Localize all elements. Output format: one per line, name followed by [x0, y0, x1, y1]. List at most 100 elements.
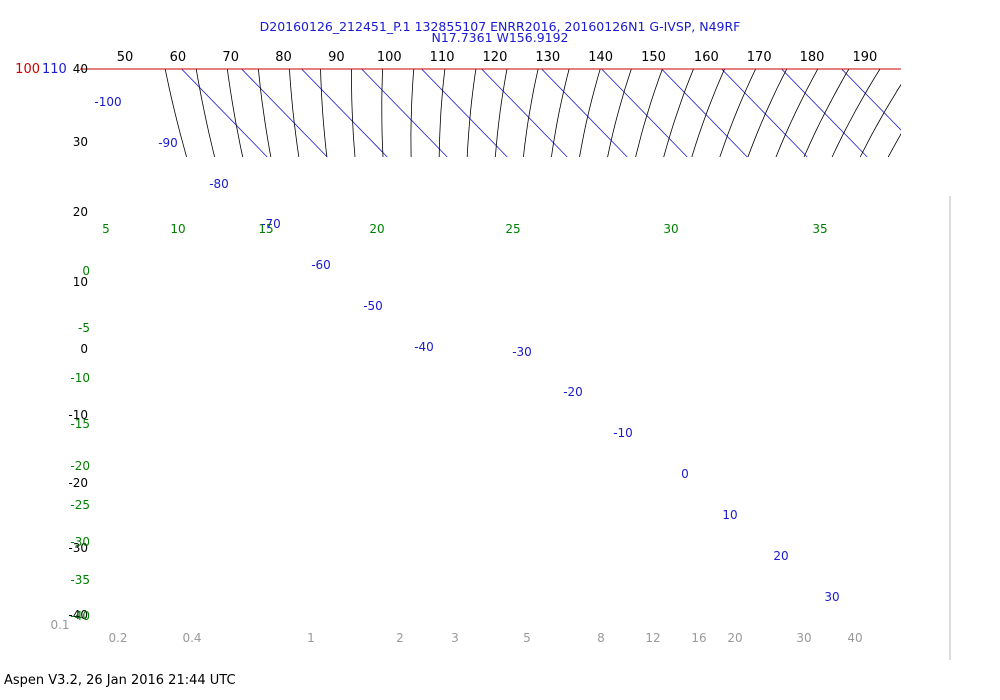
- mixing-ratio-top-label: 20: [369, 222, 384, 236]
- left-black-tick-label: 30: [73, 135, 88, 149]
- mixing-ratio-bottom-label: 16: [691, 631, 706, 645]
- mixing-ratio-bottom-label: 2: [396, 631, 404, 645]
- isotherm-label: 0: [681, 467, 689, 481]
- isotherm-label: -20: [563, 385, 583, 399]
- dry-adiabat-line: [719, 69, 757, 158]
- top-axis-tick-label: 100: [377, 50, 402, 65]
- isotherm-label: -90: [158, 136, 178, 150]
- left-green-tick-label: -30: [70, 535, 90, 549]
- dry-adiabat-line: [466, 69, 477, 158]
- left-green-tick-label: -40: [70, 609, 90, 623]
- mixing-ratio-bottom-label: 0.2: [108, 631, 127, 645]
- isotherm-line: [446, 0, 1000, 157]
- mixing-ratio-bottom-label: 8: [597, 631, 605, 645]
- isotherm-line: [326, 0, 987, 157]
- left-black-tick-label: 10: [73, 275, 88, 289]
- isotherm-line: [241, 69, 328, 158]
- dry-adiabat-line: [831, 69, 881, 158]
- plot-grid: [164, 0, 1000, 158]
- dry-adiabat-line: [887, 133, 901, 158]
- top-axis-tick-label: 50: [117, 50, 134, 65]
- footer-version: Aspen V3.2, 26 Jan 2016 21:44 UTC: [4, 673, 236, 688]
- isotherm-line: [601, 69, 688, 158]
- isotherm-line: [421, 69, 508, 158]
- left-black-tick-label: -30: [68, 541, 88, 555]
- top-axis-tick-label: 140: [588, 50, 613, 65]
- dry-adiabat-line: [635, 69, 663, 158]
- top-axis-tick-label: 160: [694, 50, 719, 65]
- dry-adiabat-line: [257, 69, 272, 158]
- isotherm-label: -70: [261, 217, 281, 231]
- mixing-ratio-bottom-label: 40: [847, 631, 862, 645]
- mixing-ratio-top-label: 30: [663, 222, 678, 236]
- dry-adiabat-line: [438, 69, 446, 158]
- dry-adiabat-line: [944, 0, 1000, 157]
- isotherm-line: [541, 69, 628, 158]
- isobars: [80, 68, 901, 70]
- mixing-ratio-bottom-label: 20: [727, 631, 742, 645]
- isotherm-line: [386, 0, 1000, 157]
- mixing-ratio-bottom-label: 1: [307, 631, 315, 645]
- dry-adiabat-line: [551, 69, 570, 158]
- top-axis-tick-label: 60: [170, 50, 187, 65]
- left-black-tick-label: -10: [68, 408, 88, 422]
- mixing-ratio-bottom-label: 30: [796, 631, 811, 645]
- isotherm-label: 20: [773, 549, 788, 563]
- dry-adiabat-line: [320, 69, 328, 158]
- isotherm-label: 30: [824, 590, 839, 604]
- dry-adiabat-line: [916, 0, 1000, 157]
- top-axis-tick-label: 190: [852, 50, 877, 65]
- mixing-ratio-bottom-label: 5: [523, 631, 531, 645]
- left-green-tick-label: -20: [70, 459, 90, 473]
- wind-barb-column: [949, 196, 951, 660]
- pressure-tick-label: 100: [15, 62, 40, 77]
- isotherm-line: [721, 69, 808, 158]
- dry-adiabat-line: [775, 69, 819, 158]
- mixing-ratio-bottom-label: 3: [451, 631, 459, 645]
- top-axis-tick-label: 80: [275, 50, 292, 65]
- axis-labels: 1002003004005006007008009001000110506070…: [15, 50, 877, 645]
- dry-adiabat-line: [607, 69, 632, 158]
- isotherm-label: -30: [512, 345, 532, 359]
- mixing-ratio-bottom-label: 0.4: [182, 631, 201, 645]
- dry-adiabat-line: [663, 69, 694, 158]
- dry-adiabat-line: [579, 69, 601, 158]
- mixing-ratio-top-label: 35: [812, 222, 827, 236]
- isotherm-line: [301, 69, 388, 158]
- dry-adiabat-line: [859, 83, 901, 158]
- top-axis-tick-label: 70: [222, 50, 239, 65]
- isotherm-line: [926, 0, 1000, 157]
- mixing-ratio-top-label: 15: [258, 222, 273, 236]
- top-axis-tick-label: 90: [328, 50, 345, 65]
- dry-adiabat-line: [691, 69, 726, 158]
- dry-adiabat-line: [972, 0, 1000, 157]
- mixing-ratio-top-label: 5: [102, 222, 110, 236]
- left-black-tick-label: 0: [80, 342, 88, 356]
- dry-adiabat-line: [410, 69, 415, 158]
- left-black-tick-label: 20: [73, 205, 88, 219]
- isotherm-label: -60: [311, 258, 331, 272]
- top-axis-tick-label: 130: [535, 50, 560, 65]
- left-green-tick-label: -25: [70, 498, 90, 512]
- top-axis-tick-label: 180: [800, 50, 825, 65]
- left-black-tick-label: -40: [68, 608, 88, 622]
- isotherm-line: [566, 0, 1000, 157]
- dry-adiabat-line: [351, 69, 356, 158]
- isotherm-label: -10: [613, 426, 633, 440]
- dry-adiabat-line: [523, 69, 539, 158]
- left-black-tick-label: -20: [68, 476, 88, 490]
- dry-adiabat-line: [164, 69, 187, 158]
- dry-adiabat-line: [381, 69, 384, 158]
- dry-adiabat-line: [494, 69, 508, 158]
- top-axis-tick-label: 150: [641, 50, 666, 65]
- chart-title-line2: N17.7361 W156.9192: [431, 30, 569, 45]
- top-axis-tick-label: 170: [747, 50, 772, 65]
- dry-adiabat-line: [803, 69, 850, 158]
- isotherm-line: [866, 0, 1000, 157]
- isotherm-label: -50: [363, 299, 383, 313]
- left-green-tick-label: -35: [70, 573, 90, 587]
- pressure-extra-label: 110: [42, 62, 67, 77]
- mixing-ratio-bottom-label: 0.1: [50, 618, 69, 632]
- isotherm-label: -80: [209, 177, 229, 191]
- isotherm-line: [181, 69, 268, 158]
